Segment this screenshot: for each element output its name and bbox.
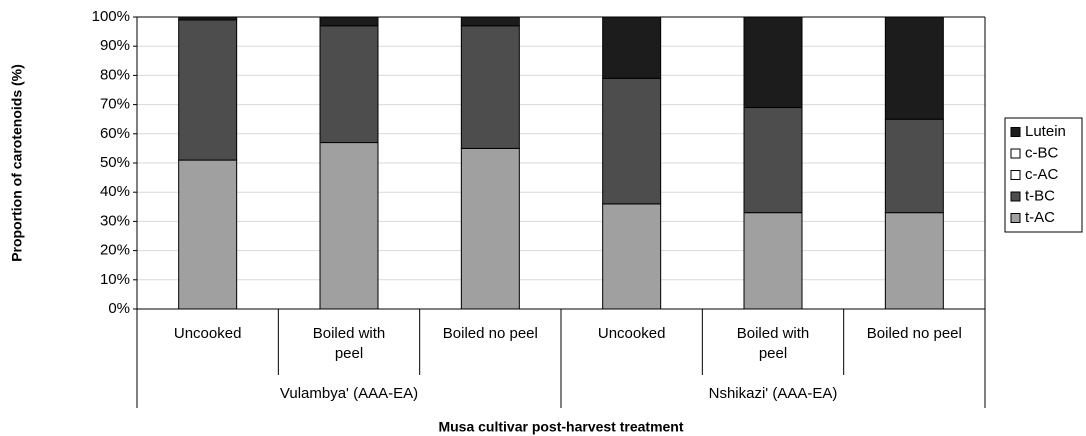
group-label: Nshikazi' (AAA-EA) <box>709 385 838 402</box>
y-tick-label: 20% <box>100 242 130 259</box>
bar-segment <box>884 212 944 310</box>
bar-segment <box>743 212 803 310</box>
legend-label: t-BC <box>1025 187 1055 204</box>
x-tick-label: Boiled with peel <box>312 325 386 362</box>
bar-segment <box>602 203 662 310</box>
bar-segment <box>460 147 520 310</box>
legend-swatch <box>1010 213 1021 223</box>
legend-swatch <box>1010 148 1021 159</box>
y-axis-title: Proportion of carotenoids (%) <box>9 64 25 262</box>
y-tick-label: 50% <box>100 154 130 171</box>
x-tick-label: Uncooked <box>597 325 666 342</box>
bar-segment <box>743 107 803 214</box>
y-tick-label: 30% <box>100 212 130 229</box>
bar-segment <box>319 16 379 27</box>
legend-swatch <box>1010 170 1021 180</box>
legend-swatch <box>1010 127 1021 137</box>
x-tick-label: Boiled no peel <box>442 325 538 342</box>
bar-segment <box>178 19 238 161</box>
legend-swatch <box>1010 191 1021 202</box>
bar-segment <box>460 25 520 149</box>
y-tick-label: 0% <box>108 300 130 317</box>
bar-segment <box>319 25 379 144</box>
legend-label: t-AC <box>1025 209 1055 226</box>
x-axis-title: Musa cultivar post-harvest treatment <box>438 419 683 435</box>
bar-segment <box>178 16 238 21</box>
x-tick-label: Boiled no peel <box>866 325 962 342</box>
y-tick-label: 70% <box>100 96 130 113</box>
bar-segment <box>884 118 944 214</box>
y-tick-label: 10% <box>100 271 130 288</box>
y-tick-label: 100% <box>92 8 130 25</box>
bar-segment <box>602 77 662 205</box>
y-tick-label: 90% <box>100 37 130 54</box>
bar-segment <box>460 16 520 27</box>
x-tick-label: Boiled with peel <box>736 325 810 362</box>
y-tick-label: 80% <box>100 66 130 83</box>
y-tick-label: 40% <box>100 183 130 200</box>
legend-label: c-BC <box>1025 144 1059 161</box>
group-label: Vulambya' (AAA-EA) <box>280 385 418 402</box>
bar-segment <box>602 16 662 79</box>
x-tick-label: Uncooked <box>173 325 242 342</box>
y-tick-label: 60% <box>100 125 130 142</box>
legend-label: Lutein <box>1025 123 1066 140</box>
bar-segment <box>319 142 379 310</box>
legend-label: c-AC <box>1025 166 1059 183</box>
bar-segment <box>178 159 238 310</box>
bar-segment <box>884 16 944 120</box>
bar-segment <box>743 16 803 109</box>
